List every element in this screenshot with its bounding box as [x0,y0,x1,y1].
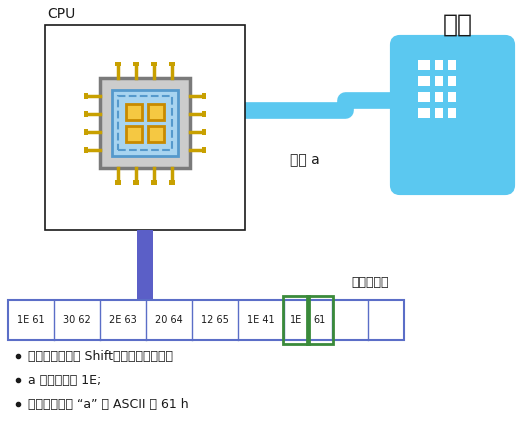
Bar [126,104,142,121]
Text: a 键的扫描码 1E;: a 键的扫描码 1E; [28,374,101,386]
Bar [448,92,456,102]
Bar [112,90,178,156]
Bar [133,62,139,66]
Text: 键盘输入字母 “a” 的 ASCII 码 61 h: 键盘输入字母 “a” 的 ASCII 码 61 h [28,397,189,411]
Bar [418,60,430,70]
Bar [202,130,206,135]
Bar [448,76,456,86]
Text: 12 65: 12 65 [201,315,229,325]
Bar [435,108,443,118]
Bar [418,92,430,102]
Text: 30 62: 30 62 [63,315,91,325]
Bar [133,180,139,184]
Text: 1E 61: 1E 61 [17,315,45,325]
Bar [148,127,164,142]
Bar [418,76,430,86]
Bar [202,93,206,99]
Bar [418,108,430,118]
Bar [448,60,456,70]
Bar [435,76,443,86]
Bar [448,108,456,118]
Bar [151,180,157,184]
Bar [84,93,88,99]
Text: 20 64: 20 64 [155,315,183,325]
Bar [84,130,88,135]
Text: 键盘: 键盘 [443,13,473,37]
Bar [169,180,175,184]
Bar [84,147,88,153]
Bar [202,112,206,118]
Bar [100,78,190,168]
Bar [126,127,142,142]
Text: CPU: CPU [47,7,75,21]
Text: 1E 41: 1E 41 [247,315,275,325]
Bar [118,96,172,150]
Bar [283,296,309,344]
Text: 2E 63: 2E 63 [109,315,137,325]
Bar [435,60,443,70]
Bar [307,296,333,344]
Text: 1E: 1E [290,315,302,325]
Bar [45,25,245,230]
Text: 没有按下切换键 Shift，所以为小写字母: 没有按下切换键 Shift，所以为小写字母 [28,349,173,363]
Bar [137,230,153,300]
Bar [202,147,206,153]
Bar [84,112,88,118]
Bar [151,62,157,66]
Text: 键盘缓冲区: 键盘缓冲区 [352,276,389,290]
Bar [169,62,175,66]
Bar [115,180,121,184]
Bar [115,62,121,66]
Text: 61: 61 [314,315,326,325]
Bar [148,104,164,121]
Bar [8,300,404,340]
FancyBboxPatch shape [392,37,513,193]
Bar [435,92,443,102]
Text: 输入 a: 输入 a [290,153,320,167]
